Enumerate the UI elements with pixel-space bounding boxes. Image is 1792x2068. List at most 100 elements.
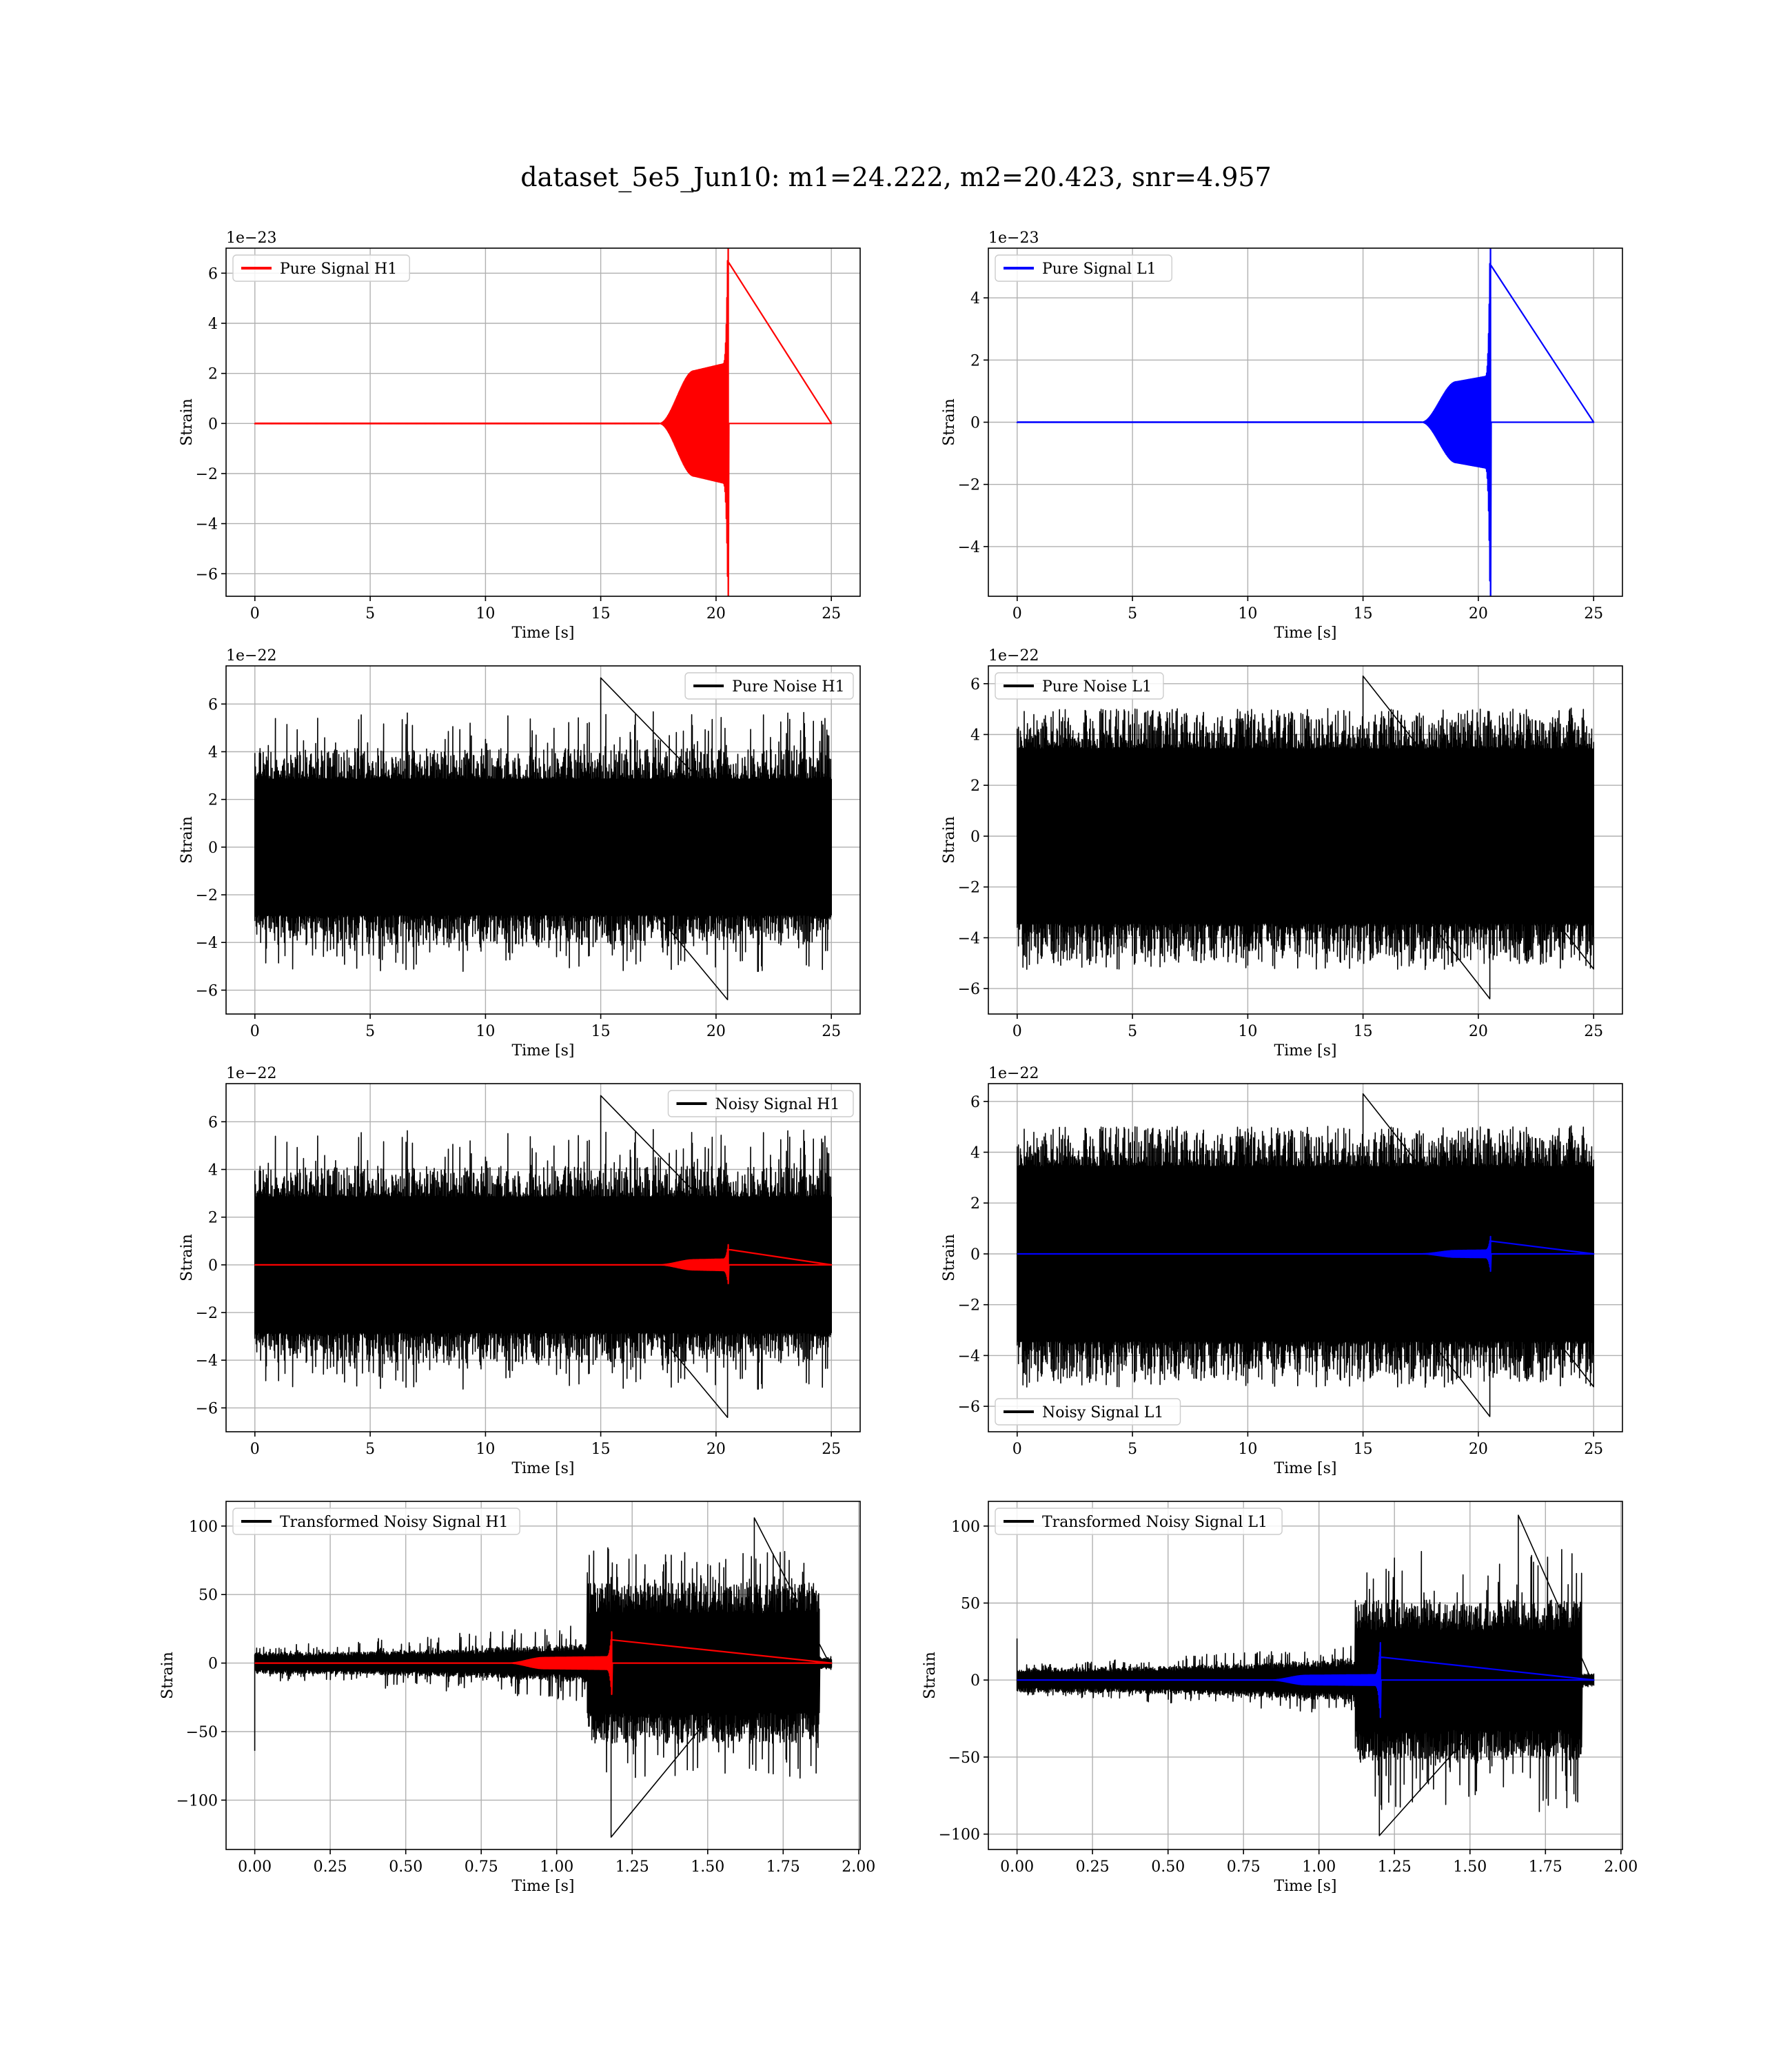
panel-pure-noise-l1: 0 5 10 15 20 25 −6 −4 −2 0 2 4 6 Time [s] Strain 1e−22P… — [941, 647, 1623, 1060]
x-tick-label: 20 — [1469, 1441, 1488, 1458]
y-axis-label: Strain — [941, 398, 958, 446]
legend-label: Noisy Signal H1 — [715, 1096, 840, 1113]
x-tick-label: 1.00 — [540, 1858, 573, 1876]
legend-box — [232, 254, 410, 282]
panels: 0 5 10 15 20 25 −6 −4 −2 0 2 4 6 Time [s] Strain 1e−23 P… — [159, 230, 1638, 1895]
x-tick-label: 1.00 — [1302, 1858, 1336, 1876]
y-tick-label: 0 — [970, 415, 980, 432]
axes-frame — [988, 665, 1623, 1015]
series-line-noisy-signal-l1 — [1017, 1093, 1594, 1417]
x-tick-label: 0 — [250, 1023, 260, 1040]
y-axis-label: Strain — [941, 1234, 958, 1281]
y-tick-label: −4 — [958, 1348, 980, 1365]
y-tick-label: 2 — [208, 792, 218, 809]
x-tick-label: 15 — [591, 1023, 611, 1040]
x-tick-label: 5 — [1128, 605, 1137, 622]
series-line-pure-noise-l1 — [1017, 675, 1594, 1000]
legend: Pure Noise H1 — [684, 672, 854, 700]
x-tick-label: 5 — [365, 1023, 375, 1040]
axes-frame — [988, 1501, 1623, 1850]
y-axis-label: Strain — [179, 816, 196, 864]
panel-noisy-signal-l1: 0 5 10 15 20 25 −6 −4 −2 0 2 4 6 Time [s] Strain 1e−22 N… — [941, 1065, 1623, 1477]
series-group — [1016, 1514, 1595, 1836]
series-line-noisy-signal-h1 — [254, 1095, 832, 1418]
axis-offset-label: 1e−22 — [988, 1065, 1039, 1082]
axes-frame — [225, 1501, 861, 1850]
legend-label: Transformed Noisy Signal H1 — [280, 1514, 509, 1531]
y-axis-label: Strain — [922, 1652, 939, 1699]
legend-box — [684, 672, 854, 700]
axes-frame — [225, 247, 861, 597]
series-line-pure-signal-h1 — [254, 248, 833, 596]
x-tick-label: 10 — [1238, 1023, 1257, 1040]
x-tick-label: 1.75 — [1529, 1858, 1562, 1876]
x-tick-label: 0.25 — [314, 1858, 347, 1876]
x-tick-label: 1.50 — [691, 1858, 724, 1876]
x-tick-label: 25 — [1584, 1441, 1603, 1458]
y-tick-label: 100 — [189, 1519, 218, 1536]
y-tick-label: −100 — [939, 1827, 980, 1844]
x-tick-label: 2.00 — [1604, 1858, 1638, 1876]
x-tick-label: 0 — [250, 1441, 260, 1458]
y-tick-label: 0 — [970, 829, 980, 846]
x-tick-label: 10 — [476, 605, 495, 622]
x-tick-label: 20 — [706, 1023, 726, 1040]
y-tick-label: −2 — [958, 880, 980, 897]
legend-label: Pure Noise L1 — [1042, 678, 1152, 696]
y-tick-label: −4 — [196, 935, 218, 952]
x-axis-label: Time [s] — [511, 1042, 574, 1060]
panel-noisy-signal-h1: 0 5 10 15 20 25 −6 −4 −2 0 2 4 6 Time [s] Strain 1e−22 N… — [179, 1065, 861, 1477]
axis-offset-label: 1e−22 — [226, 1065, 276, 1082]
y-tick-label: 0 — [208, 416, 218, 433]
legend-label: Transformed Noisy Signal L1 — [1042, 1514, 1267, 1531]
y-tick-label: −6 — [196, 1400, 218, 1417]
x-tick-label: 15 — [591, 605, 611, 622]
y-axis-label: Strain — [179, 1234, 196, 1281]
y-tick-label: −4 — [196, 1352, 218, 1370]
y-tick-label: 4 — [208, 1162, 218, 1179]
y-tick-label: 6 — [970, 676, 980, 693]
x-tick-label: 0.75 — [1227, 1858, 1261, 1876]
x-tick-label: 5 — [1128, 1441, 1137, 1458]
x-tick-label: 25 — [1584, 605, 1603, 622]
x-tick-label: 0.50 — [1151, 1858, 1185, 1876]
legend: Transformed Noisy Signal L1 — [995, 1508, 1283, 1535]
legend-box — [995, 254, 1172, 282]
y-tick-label: 50 — [198, 1587, 218, 1604]
panel-pure-signal-l1: 0 5 10 15 20 25 −4 −2 0 2 4 Time [s] Strain 1e−23Pure… — [941, 230, 1623, 642]
x-tick-label: 15 — [1354, 1023, 1373, 1040]
panel-pure-noise-h1: 0 5 10 15 20 25 −6 −4 −2 0 2 4 6 Time [s] Strain 1e−22 P… — [179, 647, 861, 1060]
x-tick-label: 10 — [1238, 605, 1257, 622]
x-tick-label: 5 — [1128, 1023, 1137, 1040]
panel-transformed-noisy-signal-h1: 0.00 0.25 0.50 0.75 1.00 1.25 1.50 1.75 2.00 −100… — [159, 1501, 875, 1895]
x-tick-label: 0 — [1012, 605, 1022, 622]
x-tick-label: 1.25 — [615, 1858, 649, 1876]
x-tick-label: 0.50 — [389, 1858, 422, 1876]
x-tick-label: 20 — [706, 1441, 726, 1458]
x-axis-label: Time [s] — [511, 1878, 574, 1895]
y-tick-label: −6 — [958, 1399, 980, 1416]
legend-box — [667, 1090, 854, 1117]
y-tick-label: 4 — [970, 727, 980, 744]
x-tick-label: 20 — [706, 605, 726, 622]
y-tick-label: 4 — [970, 290, 980, 307]
y-tick-label: −50 — [948, 1750, 980, 1767]
y-tick-label: −6 — [958, 981, 980, 998]
x-tick-label: 1.25 — [1378, 1858, 1412, 1876]
axis-offset-label: 1e−22 — [988, 647, 1039, 665]
x-tick-label: 0 — [1012, 1023, 1022, 1040]
x-tick-label: 1.75 — [766, 1858, 800, 1876]
series-line-pure-signal-l1 — [1016, 248, 1595, 596]
legend: Transformed Noisy Signal H1 — [232, 1508, 520, 1535]
y-axis-label: Strain — [179, 398, 196, 446]
legend-box — [995, 1508, 1283, 1535]
x-axis-label: Time [s] — [1274, 625, 1336, 642]
y-tick-label: −2 — [196, 1305, 218, 1322]
series-group — [254, 1095, 833, 1418]
y-tick-label: 6 — [970, 1094, 980, 1111]
legend: Noisy Signal H1 — [667, 1090, 854, 1117]
axis-offset-label: 1e−23 — [988, 230, 1039, 247]
series-group — [254, 677, 832, 1000]
y-tick-label: −6 — [196, 566, 218, 583]
